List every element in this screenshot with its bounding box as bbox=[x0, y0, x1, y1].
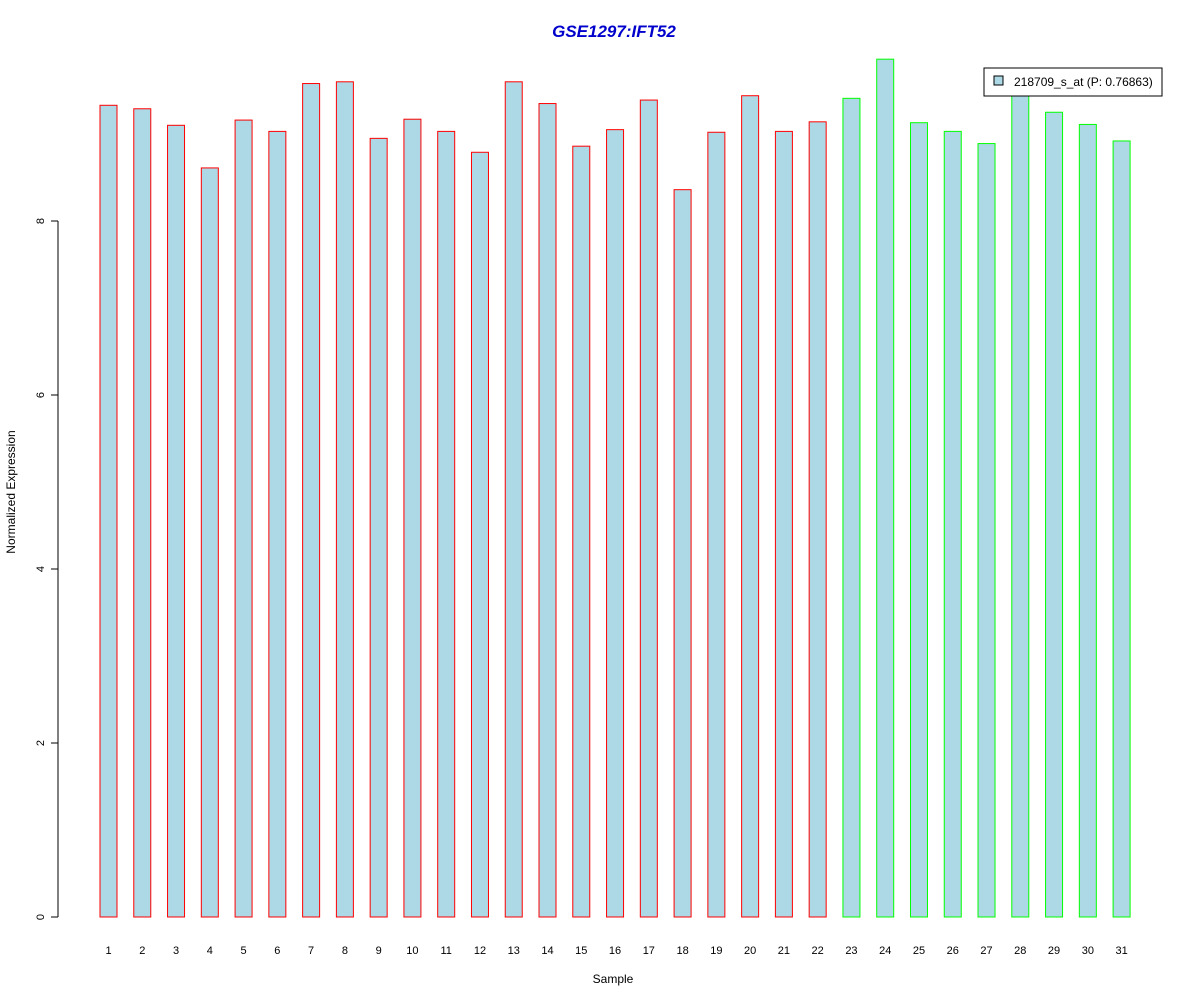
x-tick-label: 31 bbox=[1115, 945, 1127, 957]
x-tick-label: 28 bbox=[1014, 945, 1026, 957]
bar-sample-4 bbox=[200, 167, 219, 918]
bar-sample-10 bbox=[403, 118, 422, 918]
bar-sample-19 bbox=[707, 131, 726, 918]
x-tick-label: 4 bbox=[207, 945, 213, 957]
bar-sample-6 bbox=[268, 130, 287, 918]
bar-sample-14 bbox=[538, 103, 557, 918]
x-tick-label: 17 bbox=[643, 945, 655, 957]
legend-label: 218709_s_at (P: 0.76863) bbox=[1014, 75, 1153, 89]
bar-sample-9 bbox=[369, 137, 388, 918]
y-axis: 0 2 4 6 8 bbox=[35, 218, 59, 920]
bar-sample-21 bbox=[774, 130, 793, 918]
x-tick-label: 25 bbox=[913, 945, 925, 957]
bar-sample-29 bbox=[1045, 111, 1064, 918]
bar-sample-5 bbox=[234, 119, 253, 918]
x-tick-label: 9 bbox=[376, 945, 382, 957]
bars-group bbox=[99, 58, 1131, 918]
bar-sample-2 bbox=[133, 108, 152, 918]
bar-sample-8 bbox=[335, 81, 354, 918]
x-tick-label: 2 bbox=[139, 945, 145, 957]
x-tick-label: 5 bbox=[241, 945, 247, 957]
y-axis-label: Normalized Expression bbox=[4, 430, 18, 553]
x-axis-label: Sample bbox=[593, 972, 634, 986]
bar-sample-30 bbox=[1078, 123, 1097, 918]
bar-sample-3 bbox=[167, 124, 186, 918]
bar-sample-17 bbox=[639, 99, 658, 918]
x-tick-label: 21 bbox=[778, 945, 790, 957]
x-tick-label: 22 bbox=[812, 945, 824, 957]
bar-sample-25 bbox=[909, 122, 928, 918]
bar-sample-18 bbox=[673, 189, 692, 918]
bar-sample-1 bbox=[99, 104, 118, 918]
x-tick-label: 3 bbox=[173, 945, 179, 957]
x-tick-label: 24 bbox=[879, 945, 891, 957]
x-tick-label: 12 bbox=[474, 945, 486, 957]
y-tick-label: 4 bbox=[35, 566, 47, 572]
x-tick-label: 14 bbox=[541, 945, 553, 957]
x-tick-label: 20 bbox=[744, 945, 756, 957]
y-tick-label: 8 bbox=[35, 218, 47, 224]
bar-sample-12 bbox=[470, 151, 489, 918]
bar-sample-23 bbox=[842, 97, 861, 918]
y-tick-label: 6 bbox=[35, 392, 47, 398]
legend-box bbox=[983, 67, 1163, 97]
x-tick-label: 10 bbox=[406, 945, 418, 957]
x-tick-label: 23 bbox=[845, 945, 857, 957]
x-tick-label: 18 bbox=[676, 945, 688, 957]
x-tick-label: 19 bbox=[710, 945, 722, 957]
x-tick-label: 15 bbox=[575, 945, 587, 957]
x-tick-label: 7 bbox=[308, 945, 314, 957]
bar-sample-27 bbox=[977, 143, 996, 918]
x-tick-label: 16 bbox=[609, 945, 621, 957]
bar-sample-11 bbox=[437, 130, 456, 918]
bar-sample-28 bbox=[1011, 84, 1030, 918]
x-tick-label: 13 bbox=[508, 945, 520, 957]
x-tick-label: 27 bbox=[980, 945, 992, 957]
chart-title: GSE1297:IFT52 bbox=[552, 22, 676, 41]
legend-swatch bbox=[993, 75, 1004, 86]
bar-sample-13 bbox=[504, 81, 523, 918]
bar-sample-7 bbox=[302, 83, 321, 918]
x-tick-label: 26 bbox=[947, 945, 959, 957]
bar-sample-26 bbox=[943, 130, 962, 918]
y-tick-label: 0 bbox=[35, 914, 47, 920]
x-tick-label: 29 bbox=[1048, 945, 1060, 957]
x-tick-label: 6 bbox=[274, 945, 280, 957]
bar-sample-16 bbox=[606, 129, 625, 918]
x-tick-label: 30 bbox=[1082, 945, 1094, 957]
bar-sample-22 bbox=[808, 121, 827, 918]
x-axis-tick-labels: 1 2 3 4 5 6 7 8 9 10 11 12 13 14 15 16 17 18 19 20 21 22 23 24 2… bbox=[105, 945, 1127, 957]
bar-sample-24 bbox=[876, 58, 895, 918]
x-tick-label: 8 bbox=[342, 945, 348, 957]
bar-sample-31 bbox=[1112, 140, 1131, 918]
legend: 218709_s_at (P: 0.76863) bbox=[983, 67, 1163, 97]
x-tick-label: 11 bbox=[440, 945, 451, 957]
bar-sample-15 bbox=[572, 145, 591, 918]
bar-sample-20 bbox=[741, 95, 760, 918]
y-tick-label: 2 bbox=[35, 740, 47, 746]
x-tick-label: 1 bbox=[105, 945, 111, 957]
